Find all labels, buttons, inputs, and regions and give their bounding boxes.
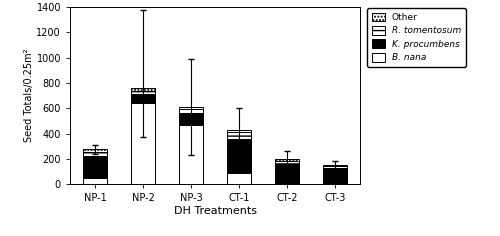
Bar xyxy=(323,165,347,166)
Bar xyxy=(227,139,251,173)
Y-axis label: Seed Totals/0.25m²: Seed Totals/0.25m² xyxy=(24,49,34,142)
Bar xyxy=(83,149,107,152)
Bar xyxy=(227,173,251,184)
Legend: Other, R. tomentosum, K. procumbens, B. nana: Other, R. tomentosum, K. procumbens, B. … xyxy=(368,8,466,67)
Bar xyxy=(323,166,347,168)
Bar xyxy=(227,130,251,132)
Bar xyxy=(83,178,107,184)
Bar xyxy=(131,94,155,103)
Bar xyxy=(275,164,299,184)
X-axis label: DH Treatments: DH Treatments xyxy=(174,206,256,216)
Bar xyxy=(323,168,347,184)
Bar xyxy=(179,110,203,113)
Bar xyxy=(83,156,107,178)
Bar xyxy=(179,125,203,184)
Bar xyxy=(179,113,203,125)
Bar xyxy=(131,88,155,91)
Bar xyxy=(275,159,299,161)
Bar xyxy=(227,132,251,139)
Bar xyxy=(131,91,155,94)
Bar xyxy=(275,161,299,164)
Bar xyxy=(179,107,203,110)
Bar xyxy=(83,152,107,156)
Bar xyxy=(131,103,155,184)
